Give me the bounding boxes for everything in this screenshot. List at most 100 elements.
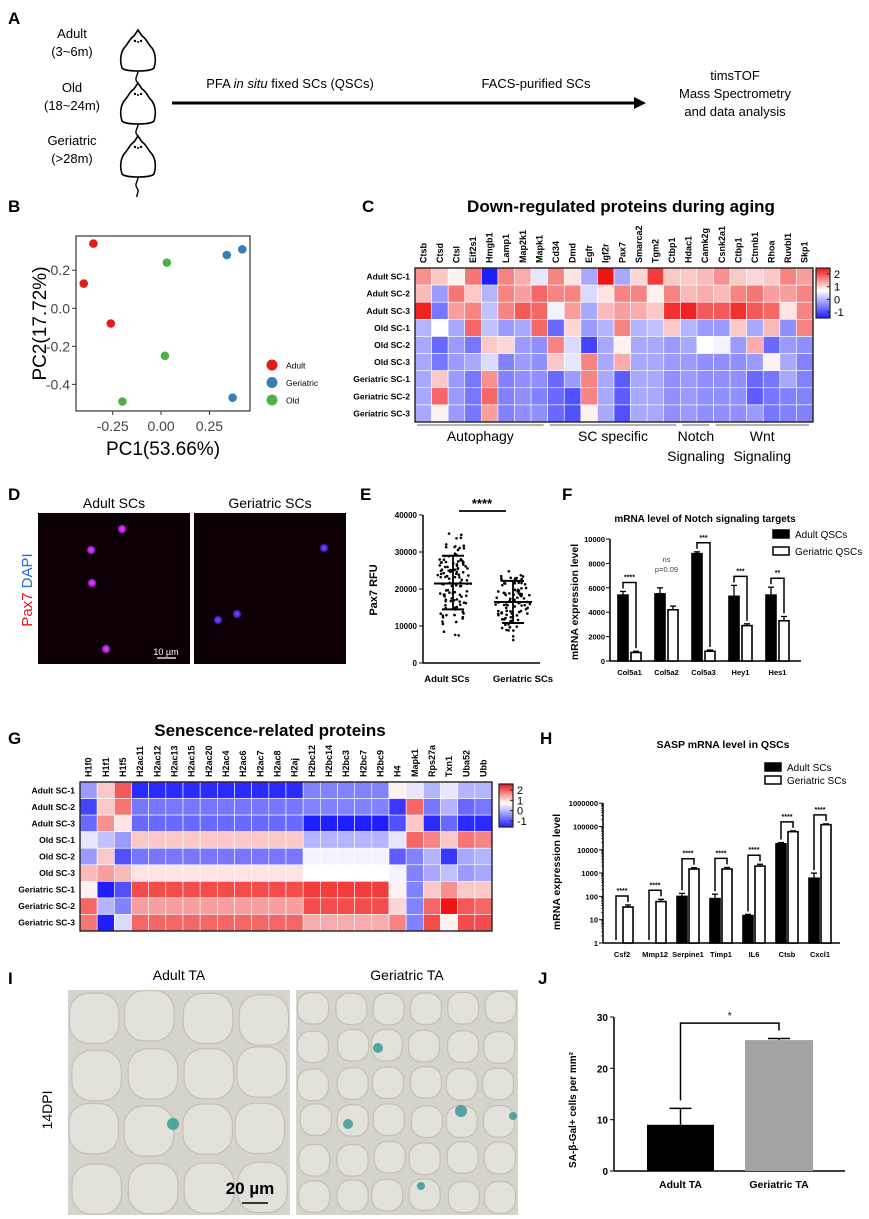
- heatmap-cell: [457, 814, 476, 832]
- x-tick-label: Hes1: [769, 668, 787, 677]
- heatmap-cell: [563, 284, 582, 303]
- heatmap-cell: [646, 319, 665, 337]
- heatmap-cell: [713, 353, 731, 371]
- data-point: [522, 597, 526, 600]
- data-point: [455, 598, 459, 601]
- heatmap-cell: [497, 370, 515, 389]
- heatmap-cell: [251, 864, 270, 882]
- heatmap-cell: [251, 847, 270, 866]
- heatmap-cell: [414, 353, 432, 371]
- data-point: [508, 625, 512, 629]
- fluorescence-image: [38, 513, 190, 664]
- data-point: [454, 583, 458, 587]
- heatmap-cell: [746, 267, 764, 286]
- heatmap-cell: [79, 798, 98, 816]
- column-label: Smarca2: [634, 225, 644, 263]
- bar: [676, 895, 688, 944]
- bar: [622, 906, 634, 944]
- group-name: Geriatric: [47, 133, 97, 148]
- bar: [765, 594, 777, 662]
- cell-nucleus: [87, 578, 97, 588]
- column-label: H2ac11: [135, 746, 145, 777]
- heatmap-cell: [114, 881, 132, 899]
- data-point: [461, 561, 465, 565]
- heatmap-cell: [199, 847, 218, 866]
- muscle-fiber: [335, 992, 368, 1026]
- heatmap-cell: [431, 301, 449, 320]
- heatmap-cell: [131, 831, 149, 849]
- heatmap-cell: [354, 914, 373, 932]
- data-point: [509, 609, 512, 613]
- column-label: Ctbp1: [667, 238, 677, 264]
- data-point: [444, 545, 448, 549]
- data-point: [504, 623, 507, 627]
- muscle-fiber: [296, 1068, 330, 1102]
- heatmap-cell: [447, 319, 466, 337]
- heatmap-cell: [779, 404, 797, 423]
- legend-swatch: [772, 529, 790, 539]
- muscle-fiber: [409, 992, 443, 1026]
- row-label: Geriatric SC-3: [353, 408, 410, 418]
- panel-letter-f: F: [562, 485, 572, 504]
- chart-title: Down-regulated proteins during aging: [467, 197, 775, 216]
- heatmap-cell: [371, 798, 390, 816]
- bar: [728, 595, 740, 662]
- panel-b-pca-plot: 0.2 0.0 -0.2 -0.4 -0.25 0.00 0.25 PC1(53.66%) PC…: [30, 235, 319, 460]
- heatmap-cell: [762, 404, 781, 423]
- mouse-eye: [139, 39, 143, 43]
- data-point: [438, 592, 442, 595]
- heatmap-cell: [613, 284, 631, 303]
- heatmap-cell: [79, 814, 98, 832]
- row-label: Geriatric SC-1: [18, 885, 75, 895]
- heatmap-cell: [414, 404, 432, 423]
- heatmap-cell: [414, 319, 432, 337]
- heatmap-cell: [405, 831, 424, 849]
- heatmap-cell: [547, 284, 565, 303]
- heatmap-cell: [234, 847, 252, 866]
- heatmap-cell: [597, 267, 615, 286]
- heatmap-cell: [285, 831, 304, 849]
- heatmap-cell: [405, 798, 424, 816]
- group-label: Signaling: [667, 448, 725, 464]
- data-point: [441, 614, 445, 617]
- y-tick-label: 0: [601, 657, 605, 666]
- heatmap-cell: [713, 370, 731, 389]
- heatmap-cell: [474, 831, 493, 849]
- significance-bracket: [780, 821, 794, 840]
- data-point: [449, 599, 453, 603]
- heatmap-cell: [779, 319, 797, 337]
- heatmap-cell: [165, 864, 184, 882]
- significance-bracket: [813, 814, 827, 871]
- y-tick-label: 0.2: [51, 262, 71, 278]
- heatmap-cell: [597, 370, 615, 389]
- x-tick-label: Geriatric TA: [749, 1179, 809, 1191]
- heatmap-cell: [696, 370, 714, 389]
- data-point: [444, 560, 448, 564]
- legend-label: Geriatric SCs: [787, 776, 846, 787]
- y-tick-label: 10000: [577, 846, 598, 855]
- group-age: (3~6m): [51, 44, 93, 59]
- heatmap-cell: [148, 831, 167, 849]
- heatmap-cell: [514, 301, 532, 320]
- muscle-fiber: [238, 994, 290, 1046]
- data-point: [505, 628, 508, 632]
- heatmap-cell: [447, 353, 466, 371]
- data-point: [443, 565, 447, 569]
- heatmap-cell: [199, 831, 218, 849]
- heatmap-cell: [354, 864, 373, 882]
- row-label: Old SC-1: [374, 323, 410, 333]
- data-point: [237, 245, 247, 254]
- heatmap-cell: [563, 353, 582, 371]
- heatmap-cell: [354, 814, 373, 832]
- heatmap-cell: [182, 831, 201, 849]
- data-point: [460, 559, 464, 562]
- colorbar: [498, 783, 514, 828]
- data-point: [459, 536, 463, 540]
- data-point: [455, 536, 458, 540]
- heatmap-cell: [251, 897, 270, 915]
- muscle-fiber: [296, 1030, 330, 1064]
- legend-marker: [266, 359, 278, 371]
- chart-title: mRNA level of Notch signaling targets: [614, 514, 796, 525]
- x-tick-label: Hey1: [732, 668, 750, 677]
